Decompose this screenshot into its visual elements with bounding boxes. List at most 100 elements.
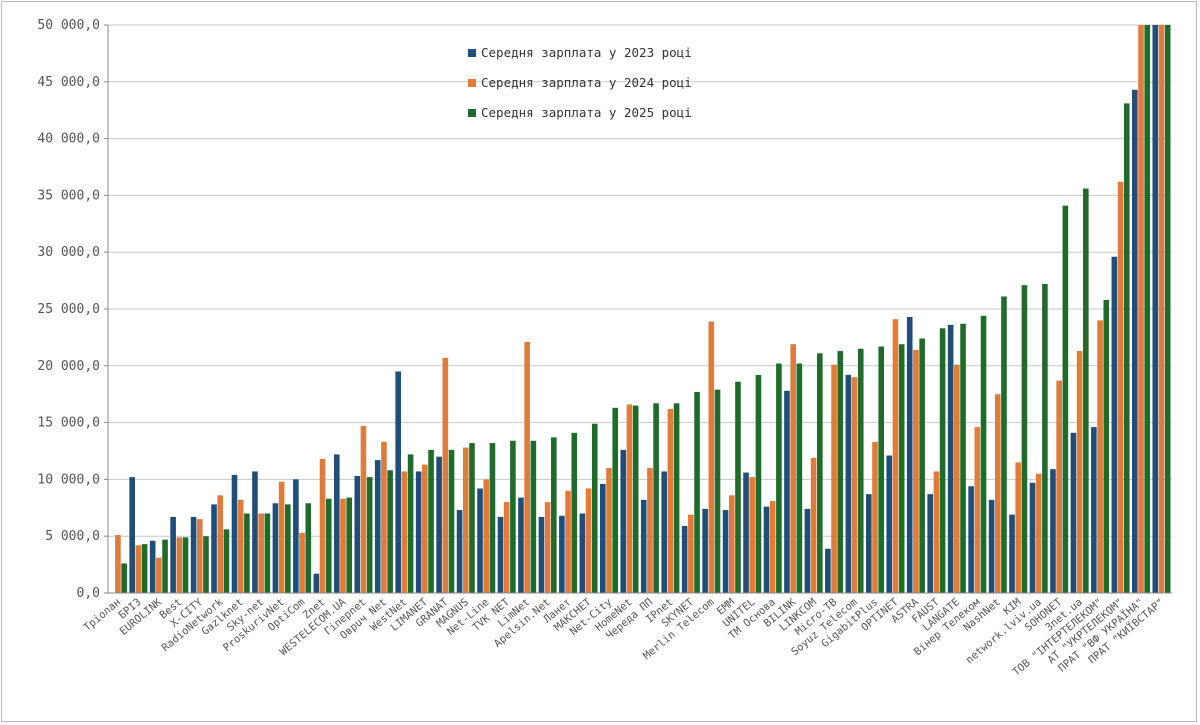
bar-2	[176, 537, 183, 593]
bar-3	[203, 536, 209, 593]
bar-2	[524, 341, 530, 593]
y-tick-labels: 0,0 5 000,0 10 000,0 15 000,0 20 000,0 25 000…	[37, 18, 100, 601]
y-tick-label: 50 000,0	[37, 18, 100, 33]
bar-2	[872, 441, 878, 593]
bar-1	[640, 499, 647, 593]
bar-3	[919, 338, 925, 593]
bar-2	[299, 532, 305, 593]
bar-2	[462, 447, 469, 593]
bar-1	[252, 471, 258, 593]
bar-2	[974, 427, 981, 593]
bar-2	[1015, 462, 1022, 593]
bar-1	[947, 324, 954, 593]
bar-3	[776, 363, 782, 593]
bar-3	[223, 529, 230, 593]
bar-2	[585, 488, 592, 593]
bar-3	[489, 443, 496, 593]
bar-2	[667, 408, 674, 593]
bar-3	[387, 470, 393, 593]
bar-1	[681, 525, 688, 593]
bar-1	[600, 483, 606, 593]
bar-1	[149, 540, 156, 593]
bar-1	[497, 516, 504, 593]
bar-2	[1097, 320, 1103, 593]
bar-3	[1164, 25, 1171, 593]
bar-1	[395, 371, 401, 593]
bar-3	[673, 403, 680, 593]
bar-3	[632, 405, 639, 593]
bar-3	[305, 503, 312, 593]
bar-2	[1138, 25, 1144, 593]
bar-1	[763, 506, 770, 593]
bar-2	[401, 471, 408, 593]
y-tick-label: 40 000,0	[37, 132, 100, 147]
bar-3	[694, 391, 700, 593]
y-tick-label: 30 000,0	[37, 245, 100, 260]
bar-1	[620, 449, 627, 593]
bar-3	[571, 432, 578, 593]
bar-1	[1070, 432, 1077, 593]
bar-3	[121, 563, 127, 593]
bar-2	[1158, 25, 1165, 593]
bar-1	[559, 515, 565, 593]
bar-2	[340, 498, 346, 593]
bar-3	[510, 440, 516, 593]
bar-2	[810, 457, 817, 593]
bar-2	[135, 545, 142, 593]
bar-2	[708, 321, 715, 593]
bar-2	[422, 464, 428, 593]
bar-3	[980, 315, 987, 593]
bar-1	[1111, 256, 1118, 593]
bar-2	[851, 377, 858, 593]
bar-1	[988, 499, 995, 593]
bar-2	[790, 344, 796, 593]
bar-2	[626, 404, 633, 593]
y-tick-label: 20 000,0	[37, 359, 100, 374]
bar-1	[866, 494, 872, 593]
bar-3	[428, 449, 434, 593]
y-tick-label: 45 000,0	[37, 75, 100, 90]
bar-2	[728, 495, 735, 593]
axes	[104, 24, 1172, 594]
bar-3	[366, 477, 373, 593]
bar-3	[960, 323, 966, 593]
bar-3	[162, 539, 168, 593]
bar-1	[313, 573, 320, 593]
legend-label: Середня зарплата у 2023 році	[481, 45, 692, 60]
bar-2	[156, 557, 162, 593]
bar-3	[448, 449, 455, 593]
bar-2	[892, 319, 899, 593]
bar-2	[381, 441, 387, 593]
bar-2	[196, 519, 203, 593]
bar-1	[211, 504, 217, 593]
bar-1	[293, 479, 299, 593]
bar-2	[319, 458, 326, 593]
y-tick-label: 0,0	[77, 586, 100, 601]
bar-2	[483, 479, 490, 593]
bar-2	[1035, 473, 1042, 593]
bars	[115, 25, 1171, 593]
bar-1	[374, 460, 381, 593]
bar-3	[1001, 296, 1007, 593]
bar-3	[939, 328, 946, 593]
legend-swatch	[468, 79, 476, 87]
bar-1	[927, 494, 933, 593]
bar-1	[661, 471, 667, 593]
bar-2	[360, 426, 367, 593]
bar-3	[878, 346, 885, 593]
bar-2	[503, 502, 510, 593]
bar-1	[415, 471, 422, 593]
bar-2	[954, 364, 960, 593]
bar-2	[769, 500, 776, 593]
y-tick-label: 15 000,0	[37, 416, 100, 431]
y-tick-label: 5 000,0	[45, 529, 100, 544]
bar-1	[825, 548, 831, 593]
bar-1	[190, 516, 197, 593]
y-tick-label: 10 000,0	[37, 472, 100, 487]
bar-1	[804, 508, 811, 593]
bar-1	[334, 454, 340, 593]
bar-3	[325, 498, 332, 593]
bar-1	[784, 390, 790, 593]
